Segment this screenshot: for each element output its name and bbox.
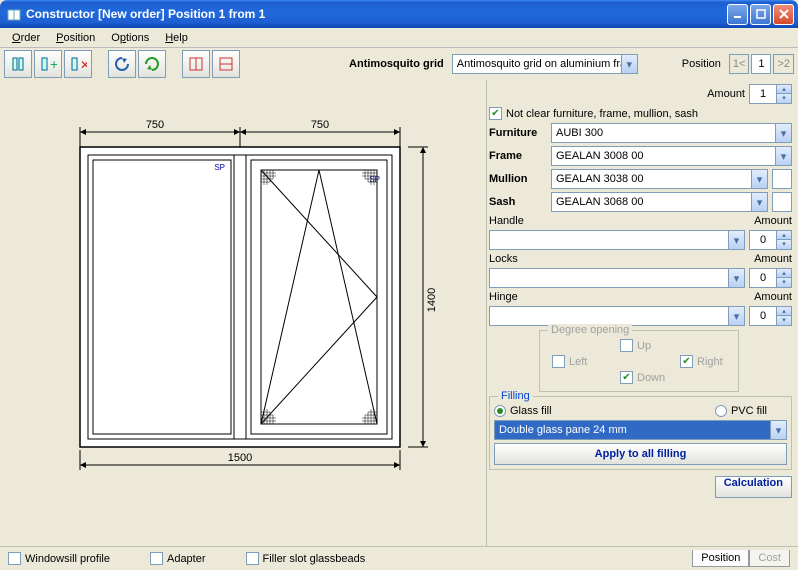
degree-down-check: ✔ bbox=[620, 371, 633, 384]
chevron-down-icon: ▾ bbox=[775, 124, 791, 142]
chevron-down-icon: ▾ bbox=[775, 147, 791, 165]
dim-height: 1400 bbox=[426, 288, 438, 312]
hinge-amount[interactable]: ▴▾ bbox=[749, 306, 792, 326]
hinge-combo[interactable]: ▾ bbox=[489, 306, 745, 326]
mullion-label: Mullion bbox=[489, 173, 547, 185]
locks-label: Locks bbox=[489, 253, 547, 265]
position-next[interactable]: >2 bbox=[773, 54, 794, 74]
properties-panel: Amount ▴▾ ✔ Not clear furniture, frame, … bbox=[486, 80, 798, 546]
amount-spin[interactable]: ▴▾ bbox=[749, 84, 792, 104]
filler-check[interactable] bbox=[246, 552, 259, 565]
svg-text:+: + bbox=[50, 56, 57, 72]
menu-help[interactable]: Help bbox=[157, 30, 196, 46]
dim-top-right: 750 bbox=[311, 119, 329, 131]
tool-btn-1[interactable] bbox=[4, 50, 32, 78]
menu-position[interactable]: Position bbox=[48, 30, 103, 46]
windowsill-check[interactable] bbox=[8, 552, 21, 565]
frame-label: Frame bbox=[489, 150, 547, 162]
hinge-label: Hinge bbox=[489, 291, 547, 303]
minimize-button[interactable] bbox=[727, 4, 748, 25]
chevron-down-icon: ▾ bbox=[751, 193, 767, 211]
bottom-bar: Windowsill profile Adapter Filler slot g… bbox=[0, 546, 798, 570]
amount-label: Amount bbox=[707, 88, 745, 100]
furniture-label: Furniture bbox=[489, 127, 547, 139]
tab-position[interactable]: Position bbox=[692, 550, 749, 567]
handle-label: Handle bbox=[489, 215, 547, 227]
chevron-down-icon: ▾ bbox=[728, 307, 744, 325]
spin-up-icon[interactable]: ▴ bbox=[777, 85, 791, 94]
sash-combo[interactable]: GEALAN 3068 00▾ bbox=[551, 192, 768, 212]
antimosquito-label: Antimosquito grid bbox=[349, 58, 444, 70]
locks-amount[interactable]: ▴▾ bbox=[749, 268, 792, 288]
handle-amount[interactable]: ▴▾ bbox=[749, 230, 792, 250]
close-button[interactable] bbox=[773, 4, 794, 25]
degree-up-check bbox=[620, 339, 633, 352]
chevron-down-icon: ▾ bbox=[770, 421, 786, 439]
locks-combo[interactable]: ▾ bbox=[489, 268, 745, 288]
degree-left-check bbox=[552, 355, 565, 368]
menu-order[interactable]: Order bbox=[4, 30, 48, 46]
app-icon bbox=[6, 6, 22, 22]
window-title: Constructor [New order] Position 1 from … bbox=[26, 7, 265, 21]
glass-fill-radio[interactable] bbox=[494, 405, 506, 417]
svg-text:SP: SP bbox=[214, 163, 225, 172]
tool-btn-4[interactable] bbox=[108, 50, 136, 78]
tool-btn-2[interactable]: + bbox=[34, 50, 62, 78]
maximize-button[interactable] bbox=[750, 4, 771, 25]
chevron-down-icon: ▾ bbox=[621, 55, 637, 73]
chevron-down-icon: ▾ bbox=[728, 269, 744, 287]
handle-combo[interactable]: ▾ bbox=[489, 230, 745, 250]
filling-combo[interactable]: Double glass pane 24 mm ▾ bbox=[494, 420, 787, 440]
drawing-area[interactable]: 750 750 SP SP bbox=[0, 80, 486, 546]
toolbar: + ✕ Antimosquito grid Antimosquito grid … bbox=[0, 48, 798, 80]
position-current[interactable]: 1 bbox=[751, 54, 771, 74]
chevron-down-icon: ▾ bbox=[751, 170, 767, 188]
filling-group: Filling Glass fill PVC fill Double glass… bbox=[489, 396, 792, 470]
position-prev[interactable]: 1< bbox=[729, 54, 750, 74]
chevron-down-icon: ▾ bbox=[728, 231, 744, 249]
pvc-fill-radio[interactable] bbox=[715, 405, 727, 417]
sash-label: Sash bbox=[489, 196, 547, 208]
spin-down-icon[interactable]: ▾ bbox=[777, 94, 791, 103]
tool-btn-3[interactable]: ✕ bbox=[64, 50, 92, 78]
adapter-check[interactable] bbox=[150, 552, 163, 565]
tool-btn-5[interactable] bbox=[138, 50, 166, 78]
dim-top-left: 750 bbox=[146, 119, 164, 131]
mullion-combo[interactable]: GEALAN 3038 00▾ bbox=[551, 169, 768, 189]
menubar: Order Position Options Help bbox=[0, 28, 798, 48]
degree-right-check: ✔ bbox=[680, 355, 693, 368]
not-clear-checkbox[interactable]: ✔ bbox=[489, 107, 502, 120]
mullion-color[interactable] bbox=[772, 169, 792, 189]
frame-combo[interactable]: GEALAN 3008 00▾ bbox=[551, 146, 792, 166]
not-clear-label: Not clear furniture, frame, mullion, sas… bbox=[506, 108, 698, 120]
apply-all-button[interactable]: Apply to all filling bbox=[494, 443, 787, 465]
titlebar: Constructor [New order] Position 1 from … bbox=[0, 0, 798, 28]
dim-bottom: 1500 bbox=[228, 452, 252, 464]
position-label: Position bbox=[682, 58, 721, 70]
tool-btn-7[interactable] bbox=[212, 50, 240, 78]
antimosquito-combo[interactable]: Antimosquito grid on aluminium frame ▾ bbox=[452, 54, 638, 74]
sash-color[interactable] bbox=[772, 192, 792, 212]
tab-cost[interactable]: Cost bbox=[749, 550, 790, 567]
svg-text:✕: ✕ bbox=[80, 58, 87, 72]
tool-btn-6[interactable] bbox=[182, 50, 210, 78]
furniture-combo[interactable]: AUBI 300▾ bbox=[551, 123, 792, 143]
degree-group: Degree opening Left Up ✔Right ✔Down bbox=[539, 330, 739, 392]
calculation-button[interactable]: Calculation bbox=[715, 476, 792, 498]
menu-options[interactable]: Options bbox=[103, 30, 157, 46]
